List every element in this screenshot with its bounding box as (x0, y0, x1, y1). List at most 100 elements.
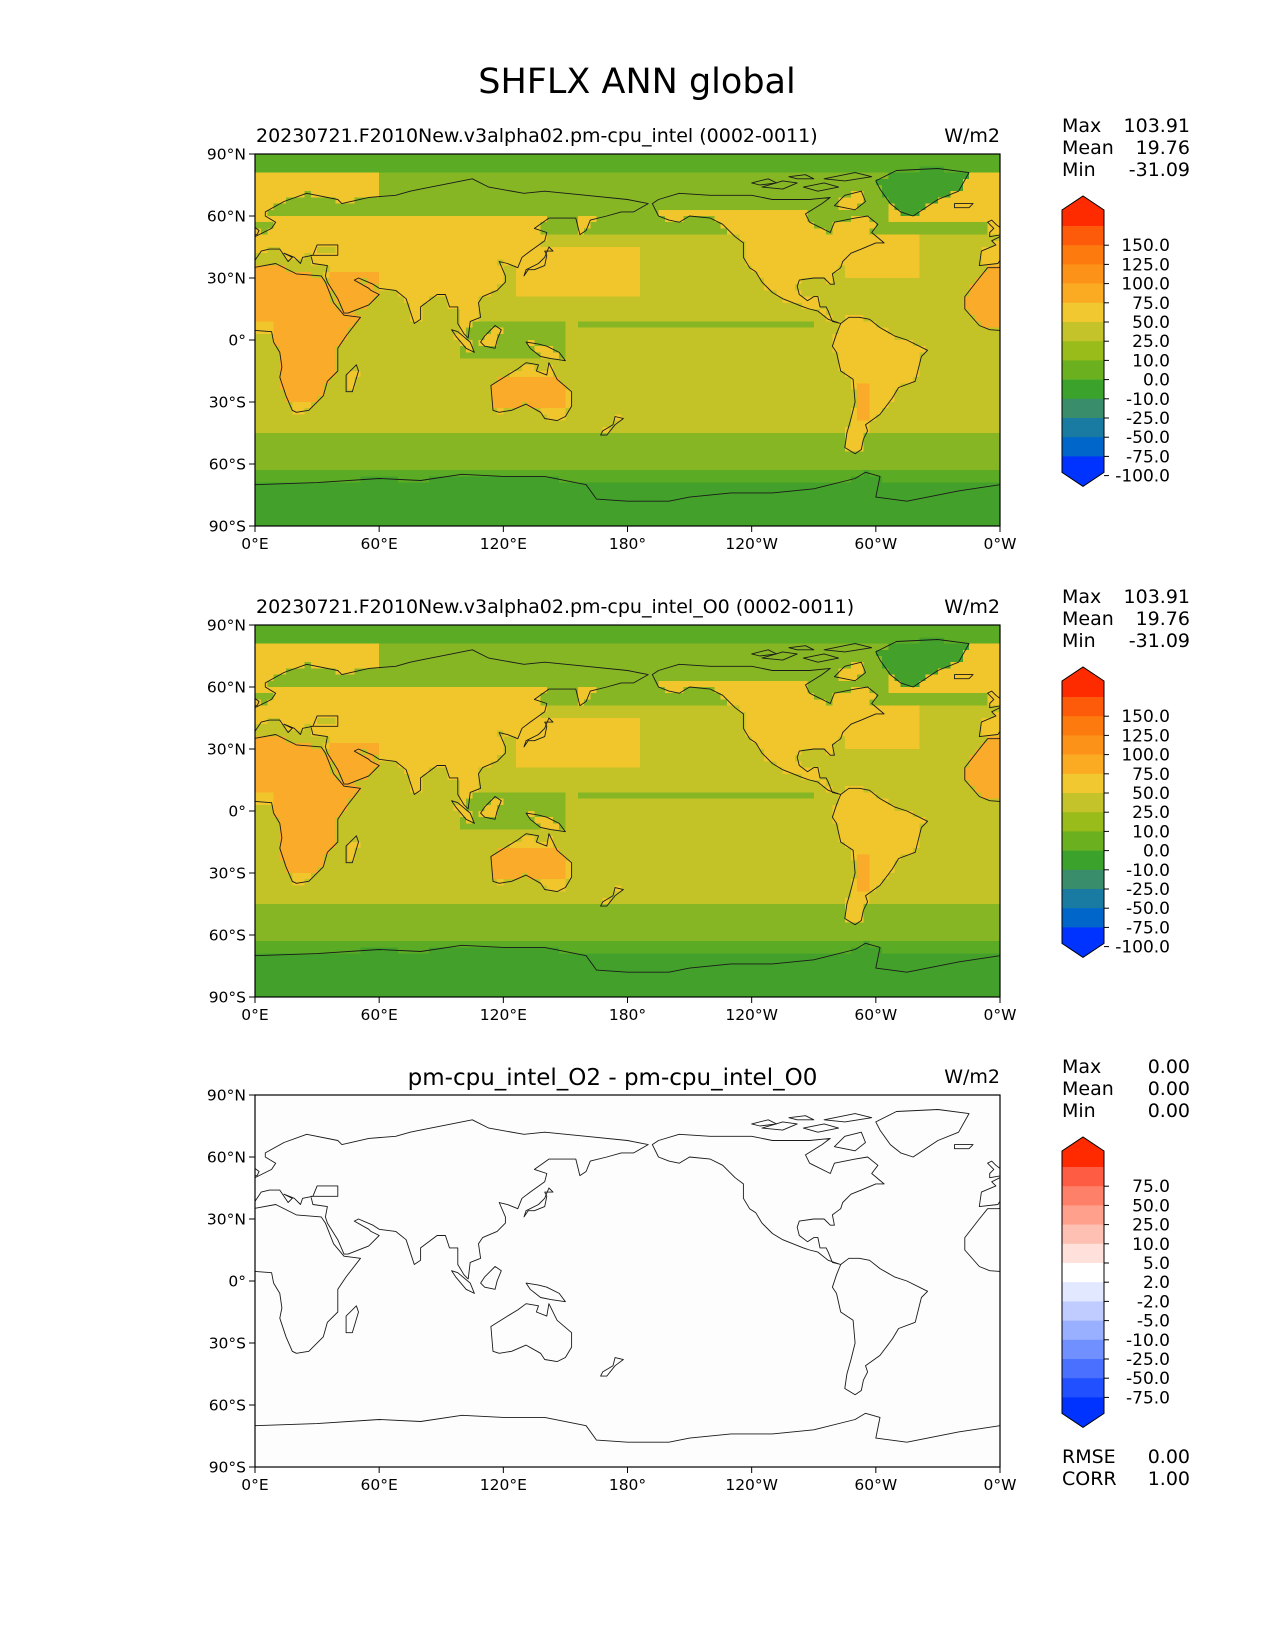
field-cell (776, 333, 784, 341)
field-cell (664, 383, 672, 390)
field-cell (509, 197, 517, 204)
field-cell (882, 191, 889, 198)
field-cell (391, 265, 399, 273)
field-cell (975, 284, 982, 291)
field-cell (832, 265, 839, 273)
field-cell (255, 271, 262, 279)
field-cell (410, 377, 417, 384)
field-cell (447, 228, 455, 235)
field-cell (658, 253, 666, 260)
field-cell (937, 172, 945, 180)
field-cell (590, 234, 597, 242)
field-cell (819, 395, 827, 403)
field-cell (857, 172, 864, 180)
field-cell (919, 327, 926, 335)
field-cell (515, 408, 523, 415)
field-cell (900, 259, 908, 266)
field-cell (652, 185, 659, 192)
field-cell (372, 209, 380, 217)
field-cell (385, 278, 392, 285)
field-cell (875, 203, 883, 211)
field-cell (714, 253, 722, 260)
field-cell (745, 253, 753, 260)
field-cell (441, 240, 448, 248)
field-cell (360, 259, 368, 266)
field-cell (584, 302, 591, 310)
field-cell (919, 346, 926, 353)
field-cell (422, 408, 430, 415)
field-cell (863, 191, 871, 198)
field-cell (962, 178, 970, 186)
field-cell (807, 284, 815, 291)
field-cell (646, 191, 653, 198)
field-cell (962, 247, 970, 254)
field-cell (273, 271, 281, 279)
field-cell (751, 309, 759, 316)
field-cell (639, 271, 647, 279)
field-cell (894, 240, 902, 248)
field-cell (528, 327, 535, 335)
field-cell (335, 278, 343, 285)
field-cell (515, 315, 523, 322)
field-cell (670, 402, 678, 409)
field-cell (422, 234, 430, 242)
field-cell (677, 222, 684, 229)
field-cell (292, 278, 299, 285)
field-cell (453, 402, 461, 409)
field-cell (577, 203, 585, 211)
field-cell (553, 216, 560, 223)
field-cell (553, 203, 560, 211)
field-cell (298, 284, 306, 291)
field-cell (453, 315, 461, 322)
field-cell (937, 309, 945, 316)
field-cell (546, 358, 554, 366)
field-cell (279, 364, 287, 372)
field-cell (255, 340, 262, 347)
field-cell (310, 203, 318, 211)
field-cell (478, 315, 486, 322)
field-cell (397, 315, 405, 322)
field-cell (435, 309, 442, 316)
field-cell (341, 383, 349, 390)
field-cell (497, 377, 504, 384)
field-cell (286, 209, 293, 217)
field-cell (720, 203, 728, 211)
field-cell (714, 321, 722, 328)
field-cell (379, 203, 386, 211)
field-cell (447, 340, 455, 347)
field-cell (534, 216, 541, 223)
field-cell (968, 302, 976, 310)
field-cell (292, 377, 299, 384)
field-cell (615, 234, 622, 242)
field-cell (435, 383, 442, 390)
field-cell (844, 296, 852, 304)
field-cell (851, 160, 858, 167)
field-cell (255, 358, 262, 366)
field-cell (366, 154, 374, 161)
field-cell (795, 302, 802, 310)
field-cell (745, 383, 753, 390)
field-cell (441, 203, 448, 211)
field-cell (267, 154, 275, 161)
field-cell (652, 340, 659, 347)
field-cell (757, 228, 765, 235)
field-cell (441, 315, 448, 322)
field-cell (621, 265, 628, 273)
field-cell (751, 346, 759, 353)
field-cell (677, 259, 684, 266)
field-cell (993, 247, 1001, 254)
field-cell (528, 197, 535, 204)
field-cell (410, 383, 417, 390)
field-cell (348, 340, 355, 347)
field-cell (968, 352, 976, 359)
field-cell (925, 377, 933, 384)
field-cell (677, 216, 684, 223)
field-cell (838, 346, 846, 353)
field-cell (292, 234, 299, 242)
field-cell (255, 352, 262, 359)
field-cell (745, 247, 753, 254)
field-cell (751, 290, 759, 297)
field-cell (764, 240, 771, 248)
field-cell (534, 302, 541, 310)
field-cell (689, 284, 697, 291)
